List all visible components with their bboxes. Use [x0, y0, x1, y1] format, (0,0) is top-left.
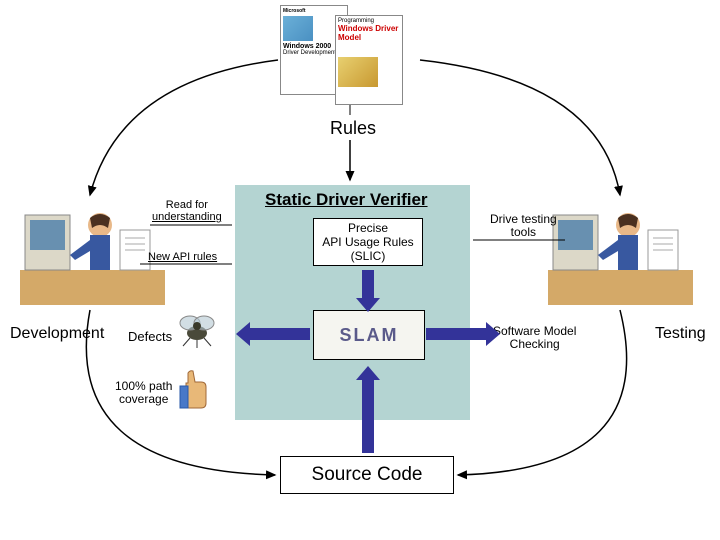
slic-line3: (SLIC)	[314, 249, 422, 263]
newapi-label: New API rules	[148, 251, 217, 263]
developer-icon	[20, 200, 165, 305]
rules-label: Rules	[330, 118, 376, 139]
top-books: Microsoft Windows 2000 Driver Developmen…	[280, 5, 403, 105]
source-text: Source Code	[312, 464, 423, 486]
coverage-label: 100% path coverage	[115, 380, 172, 406]
slam-text: SLAM	[340, 325, 399, 346]
smc-label: Software Model Checking	[493, 325, 576, 351]
slic-line1: Precise	[314, 221, 422, 235]
smc-line2: Checking	[493, 338, 576, 351]
source-code-box: Source Code	[280, 456, 454, 494]
defects-label: Defects	[128, 329, 172, 344]
drive-label: Drive testing tools	[490, 213, 557, 239]
drive-line2: tools	[490, 226, 557, 239]
testing-label: Testing	[655, 325, 706, 343]
development-label: Development	[10, 325, 104, 343]
slic-box: Precise API Usage Rules (SLIC)	[313, 218, 423, 266]
thumbs-up-icon	[176, 368, 211, 413]
tester-icon	[548, 200, 693, 305]
fly-icon	[175, 308, 220, 348]
book-wdm: Programming Windows Driver Model	[335, 15, 403, 105]
read-line1: Read for	[152, 199, 222, 211]
read-line2: understanding	[152, 211, 222, 223]
read-label: Read for understanding	[152, 199, 222, 223]
slam-box: SLAM	[313, 310, 425, 360]
slic-line2: API Usage Rules	[314, 235, 422, 249]
coverage-line2: coverage	[115, 393, 172, 406]
sdv-title: Static Driver Verifier	[265, 190, 428, 210]
